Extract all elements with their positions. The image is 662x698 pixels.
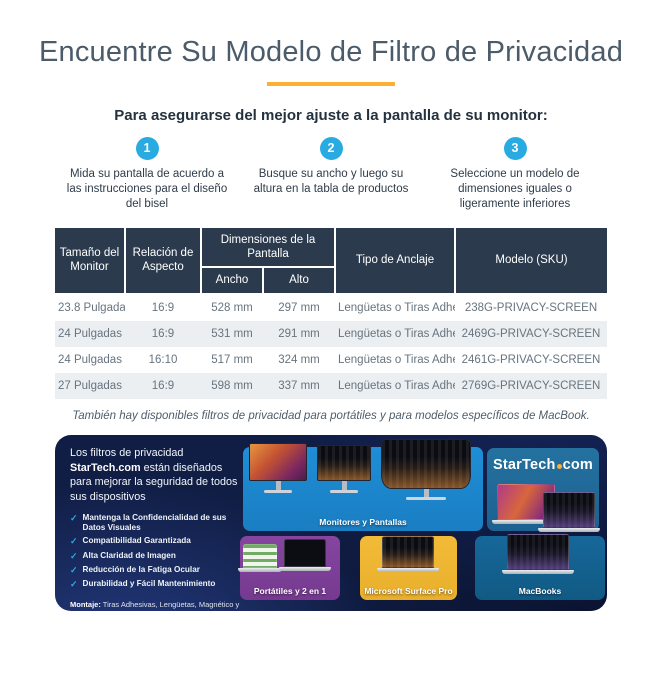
banner-intro-prefix: Los filtros de privacidad [70, 446, 184, 459]
monitor-graphic [249, 442, 307, 493]
macbook-graphic [502, 533, 574, 574]
check-icon: ✓ [70, 536, 78, 547]
step-1-text: Mida su pantalla de acuerdo a las instru… [66, 168, 228, 211]
cell-sku: 2461G-PRIVACY-SCREEN [455, 346, 607, 373]
cell-ratio: 16:9 [124, 372, 201, 399]
panel-macbooks-label: MacBooks [518, 585, 562, 596]
startech-logo: StarTech com [487, 457, 599, 473]
page-title: Encuentre Su Modelo de Filtro de Privaci… [38, 36, 624, 68]
step-2-text: Busque su ancho y luego su altura en la … [253, 168, 409, 196]
logo-text-left: StarTech [493, 456, 556, 473]
check-icon: ✓ [70, 513, 78, 524]
col-header-model-sku: Modelo (SKU) [454, 227, 607, 295]
cell-ratio: 16:9 [124, 320, 201, 347]
list-item: ✓ Durabilidad y Fácil Mantenimiento [70, 579, 242, 590]
mount-line: Montaje: Tiras Adhesivas, Lengüetas, Mag… [70, 599, 242, 611]
laptop-graphic [238, 543, 282, 572]
panel-monitors: Monitores y Pantallas [243, 438, 483, 531]
table-row: 23.8 Pulgadas 16:9 528 mm 297 mm Lengüet… [54, 293, 607, 321]
cell-width: 531 mm [200, 320, 263, 347]
list-item: ✓ Compatibilidad Garantizada [70, 536, 242, 547]
check-item-label: Alta Claridad de Imagen [82, 550, 176, 560]
curved-monitor-graphic [381, 438, 471, 500]
table-row: 24 Pulgadas 16:9 531 mm 291 mm Lengüetas… [54, 320, 607, 347]
panel-surface: Microsoft Surface Pro [360, 535, 457, 600]
cell-sku: 2769G-PRIVACY-SCREEN [455, 372, 607, 399]
list-item: ✓ Mantenga la Confidencialidad de sus Dat… [70, 513, 242, 533]
banner-text-block: Los filtros de privacidad StarTech.com e… [70, 446, 242, 611]
list-item: ✓ Reducción de la Fatiga Ocular [70, 565, 242, 576]
cell-size: 23.8 Pulgadas [54, 293, 125, 321]
check-item-label: Reducción de la Fatiga Ocular [82, 564, 200, 574]
feature-checklist: ✓ Mantenga la Confidencialidad de sus Dat… [70, 513, 242, 590]
step-3-number-badge: 3 [503, 137, 527, 160]
page-subtitle: Para asegurarse del mejor ajuste a la pa… [114, 107, 548, 124]
col-header-anchor-type: Tipo de Anclaje [334, 227, 456, 295]
check-icon: ✓ [70, 564, 78, 575]
panel-laptops-label: Portátiles y 2 en 1 [253, 585, 327, 596]
cell-height: 297 mm [262, 293, 335, 321]
check-item-label: Durabilidad y Fácil Mantenimiento [82, 579, 216, 589]
banner-intro-suffix: están diseñados para mejorar la segurida… [70, 461, 238, 504]
col-header-aspect-ratio: Relación de Aspecto [123, 227, 202, 295]
step-1-number-badge: 1 [135, 137, 159, 160]
step-3: 3 Seleccione un modelo de dimensiones ig… [423, 137, 607, 213]
surface-graphic [377, 535, 439, 572]
banner-intro-brand: StarTech.com [70, 461, 141, 474]
cell-sku: 238G-PRIVACY-SCREEN [455, 293, 607, 321]
mount-label: Montaje: [70, 600, 101, 610]
cell-height: 291 mm [262, 320, 335, 347]
cell-anchor: Lengüetas o Tiras Adhesivas [335, 320, 455, 347]
mount-text: Tiras Adhesivas, Lengüetas, Magnético y … [102, 600, 240, 610]
mount-styles-info: Montaje: Tiras Adhesivas, Lengüetas, Mag… [70, 599, 242, 611]
cell-size: 27 Pulgadas [54, 372, 125, 399]
step-3-text: Seleccione un modelo de dimensiones igua… [450, 168, 580, 211]
cell-ratio: 16:10 [124, 346, 201, 373]
steps-row: 1 Mida su pantalla de acuerdo a las inst… [55, 137, 607, 213]
privacy-filter-guide-page: Encuentre Su Modelo de Filtro de Privaci… [0, 36, 662, 698]
cell-width: 598 mm [200, 372, 263, 399]
panel-laptops: Portátiles y 2 en 1 [238, 535, 340, 600]
panel-monitors-label: Monitores y Pantallas [319, 516, 407, 527]
logo-text-right: com [562, 456, 593, 473]
gold-divider [267, 82, 395, 86]
cell-ratio: 16:9 [124, 293, 201, 321]
cell-size: 24 Pulgadas [54, 346, 125, 373]
check-item-label: Compatibilidad Garantizada [82, 536, 191, 546]
list-item: ✓ Alta Claridad de Imagen [70, 551, 242, 562]
cell-anchor: Lengüetas o Tiras Adhesivas [335, 346, 455, 373]
cell-height: 337 mm [262, 372, 335, 399]
macbook-graphic [538, 491, 600, 532]
cell-sku: 2469G-PRIVACY-SCREEN [455, 320, 607, 347]
cell-size: 24 Pulgadas [54, 320, 125, 347]
panel-startech-logo: StarTech com [487, 447, 600, 532]
step-2-number-badge: 2 [319, 137, 343, 160]
table-row: 27 Pulgadas 16:9 598 mm 337 mm Lengüetas… [54, 372, 607, 399]
col-header-width: Ancho [200, 266, 264, 295]
step-1: 1 Mida su pantalla de acuerdo a las inst… [55, 137, 239, 213]
monitor-graphic [317, 444, 371, 493]
table-row: 24 Pulgadas 16:10 517 mm 324 mm Lengüeta… [54, 346, 607, 373]
table-header: Tamaño del Monitor Relación de Aspecto D… [54, 227, 607, 295]
panel-surface-label: Microsoft Surface Pro [364, 585, 453, 596]
cell-anchor: Lengüetas o Tiras Adhesivas [335, 293, 455, 321]
product-spec-table: Tamaño del Monitor Relación de Aspecto D… [54, 227, 607, 399]
cell-anchor: Lengüetas o Tiras Adhesivas [335, 372, 455, 399]
cell-height: 324 mm [262, 346, 335, 373]
cell-width: 528 mm [200, 293, 263, 321]
banner-intro: Los filtros de privacidad StarTech.com e… [70, 446, 242, 506]
laptop-graphic [279, 538, 331, 571]
check-item-label: Mantenga la Confidencialidad de sus Dato… [82, 513, 227, 533]
cell-width: 517 mm [200, 346, 263, 373]
promo-banner: Los filtros de privacidad StarTech.com e… [55, 434, 607, 611]
panel-macbooks: MacBooks [475, 533, 605, 600]
col-header-monitor-size: Tamaño del Monitor [54, 227, 126, 295]
col-header-dimensions-group: Dimensiones de la Pantalla [199, 227, 337, 269]
col-header-height: Alto [261, 266, 335, 295]
check-icon: ✓ [70, 579, 78, 590]
check-icon: ✓ [70, 550, 78, 561]
logo-dot-icon [556, 463, 562, 469]
step-2: 2 Busque su ancho y luego su altura en l… [239, 137, 423, 213]
availability-note: También hay disponibles filtros de priva… [72, 409, 590, 422]
